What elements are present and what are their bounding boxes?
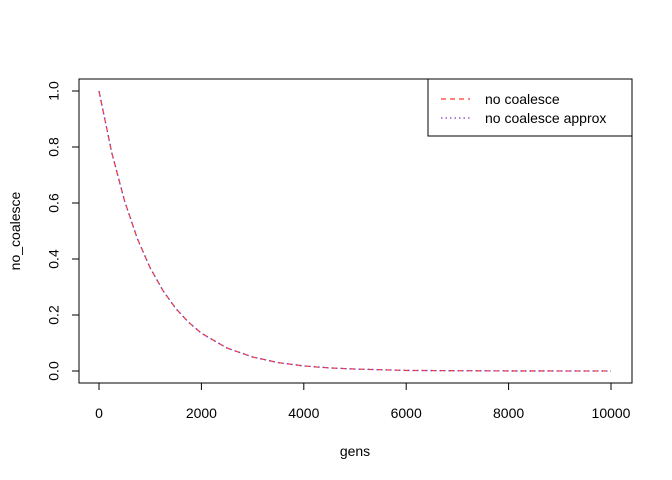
x-axis-title: gens (340, 443, 370, 459)
y-axis-title: no_coalesce (7, 191, 23, 270)
legend: no coalesce no coalesce approx (427, 78, 633, 137)
y-axis: 0.0 0.2 0.4 0.6 0.8 1.0 (46, 81, 80, 381)
series-lines (98, 90, 612, 372)
x-tick-label: 0 (95, 405, 103, 421)
legend-box (427, 78, 633, 137)
legend-label-no-coalesce-approx: no coalesce approx (485, 110, 606, 126)
legend-label-no-coalesce: no coalesce (485, 91, 560, 107)
x-axis: 0 2000 4000 6000 8000 10000 (95, 382, 631, 421)
x-tick-label: 4000 (288, 405, 319, 421)
y-tick-label: 1.0 (46, 81, 62, 101)
y-tick-label: 0.4 (46, 249, 62, 269)
x-tick-label: 10000 (592, 405, 631, 421)
x-tick-label: 8000 (493, 405, 524, 421)
y-tick-label: 0.2 (46, 305, 62, 325)
x-tick-label: 6000 (391, 405, 422, 421)
y-tick-label: 0.0 (46, 361, 62, 381)
x-tick-label: 2000 (186, 405, 217, 421)
y-tick-label: 0.6 (46, 193, 62, 213)
series-line-no-coalesce-approx (98, 90, 612, 372)
y-tick-label: 0.8 (46, 137, 62, 157)
